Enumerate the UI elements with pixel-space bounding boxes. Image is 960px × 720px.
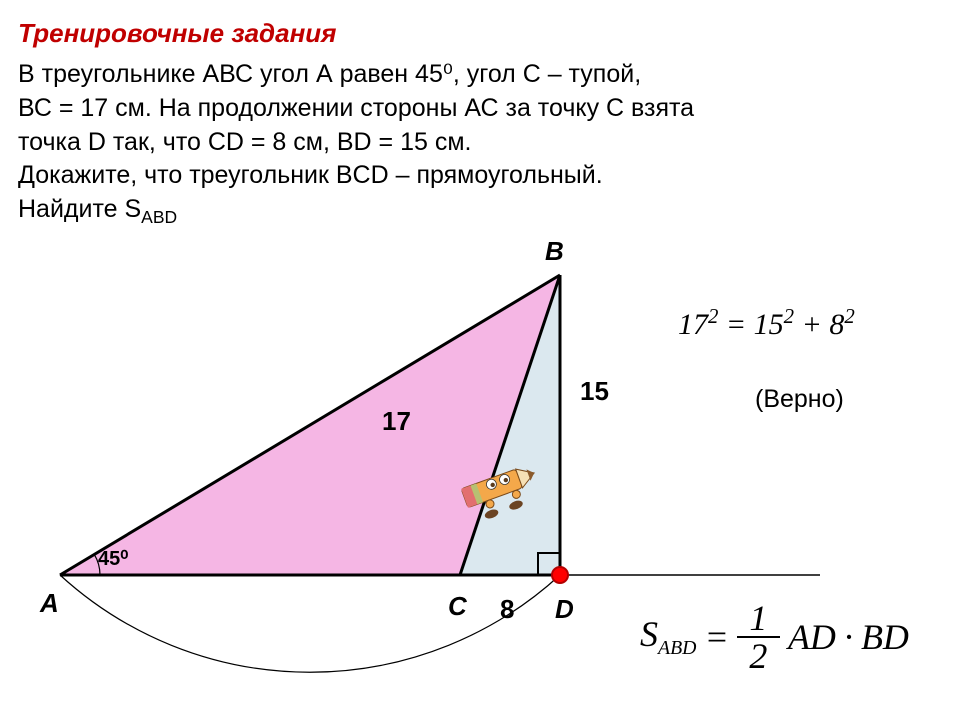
verification-text: (Верно) (755, 385, 844, 414)
svg-text:17: 17 (382, 406, 411, 436)
svg-text:C: C (448, 591, 468, 621)
svg-text:B: B (545, 236, 564, 266)
svg-text:D: D (555, 594, 574, 624)
svg-text:A: A (39, 588, 59, 618)
svg-text:45⁰: 45⁰ (98, 548, 128, 570)
pythagoras-equation: 172 = 152 + 82 (678, 302, 855, 342)
svg-text:8: 8 (500, 594, 514, 624)
area-formula: SABD=12AD·BD (640, 600, 909, 674)
svg-text:15: 15 (580, 376, 609, 406)
